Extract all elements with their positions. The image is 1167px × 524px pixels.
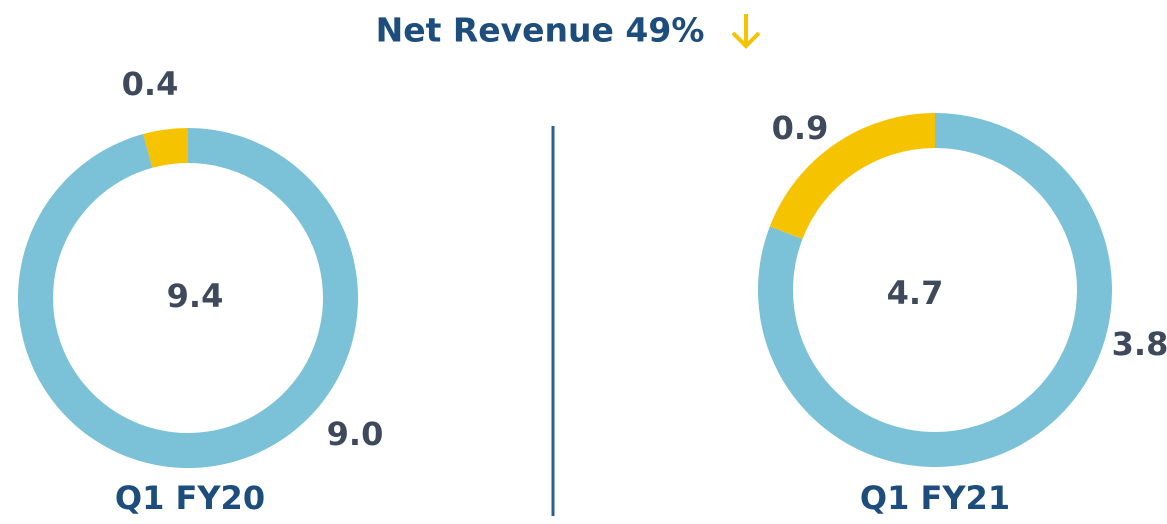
- value-label: 3.8: [1112, 325, 1167, 363]
- value-label: 9.0: [327, 415, 384, 453]
- donut-segment: [769, 113, 935, 239]
- chart-title: Q1 FY21: [860, 479, 1010, 517]
- down-arrow: [731, 14, 761, 49]
- donut-segment: [143, 128, 188, 168]
- value-label: 0.4: [122, 65, 179, 103]
- title: Net Revenue 49%: [376, 11, 705, 50]
- value-label: 0.9: [772, 109, 829, 147]
- chart-title: Q1 FY20: [115, 479, 265, 517]
- center-total: 4.7: [887, 274, 944, 312]
- center-total: 9.4: [167, 277, 224, 315]
